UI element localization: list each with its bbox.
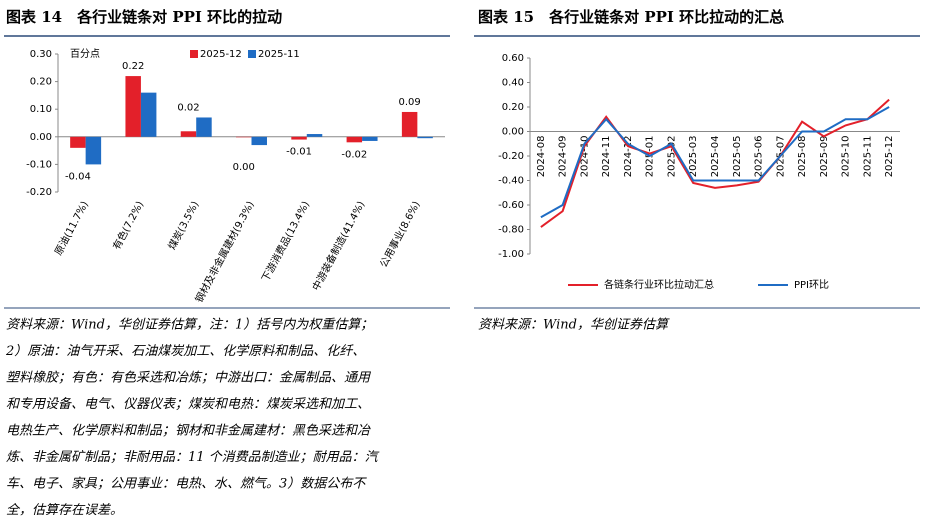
x-tick-label: 2025-08 [797, 136, 808, 178]
y-tick-label: 0.10 [30, 104, 52, 115]
bar [362, 136, 378, 141]
y-tick-label: -0.20 [26, 187, 52, 198]
x-tick-label: 公用事业(8.6%) [377, 199, 423, 270]
note-line: 塑料橡胶；有色：有色采选和冶炼；中游出口：金属制品、通用 [6, 370, 372, 386]
x-tick-label: 2025-06 [754, 136, 765, 178]
legend-label: 2025-11 [258, 49, 300, 60]
bar [140, 92, 157, 137]
bar [291, 136, 307, 140]
note-line: 和专用设备、电气、仪器仪表；煤炭和电热：煤炭采选和加工、 [6, 397, 370, 412]
y-tick-label: 0.20 [30, 77, 52, 88]
data-label: 0.22 [122, 61, 144, 72]
note-line: 2）原油：油气开采、石油煤炭加工、化学原料和制品、化纤、 [5, 343, 365, 359]
x-tick-label: 2025-05 [732, 136, 743, 178]
x-tick-label: 2025-11 [862, 136, 873, 178]
x-tick-label: 煤炭(3.5%) [165, 199, 202, 252]
y-tick-label: 0.00 [30, 132, 52, 143]
y-tick-label: -0.10 [26, 159, 52, 170]
legend-swatch [248, 50, 256, 58]
y-tick-label: 0.40 [502, 78, 524, 89]
note-line: 炼、非金属矿制品；非耐用品：11 个消费品制造业；耐用品：汽 [6, 449, 380, 465]
y-tick-label: 0.30 [30, 49, 52, 60]
x-tick-label: 下游消费品(13.4%) [259, 199, 313, 284]
chart-title: 图表 15 各行业链条对 PPI 环比拉动的汇总 [478, 8, 784, 26]
bar [180, 131, 197, 137]
data-label: -0.02 [341, 149, 367, 160]
y-tick-label: -0.60 [498, 200, 524, 211]
x-tick-label: 钢材及非金属建材(9.3%) [192, 199, 257, 305]
y-unit: 百分点 [70, 48, 100, 60]
y-tick-label: -0.20 [498, 151, 524, 162]
bar [236, 136, 252, 138]
bar [306, 134, 323, 137]
x-tick-label: 2024-10 [579, 136, 590, 178]
note-line: 资料来源：Wind，华创证券估算，注：1）括号内为权重估算； [6, 317, 373, 333]
bar [85, 136, 102, 165]
bar [417, 136, 433, 139]
x-tick-label: 2025-04 [710, 136, 721, 178]
chart-title: 图表 14 各行业链条对 PPI 环比的拉动 [6, 8, 282, 26]
data-label: -0.01 [286, 147, 312, 158]
bar [251, 136, 267, 146]
x-tick-label: 2025-09 [819, 136, 830, 178]
x-tick-label: 中游装备制造(41.4%) [309, 199, 367, 293]
legend-label: 2025-12 [200, 49, 242, 60]
legend-label: PPI环比 [794, 279, 829, 291]
y-tick-label: -1.00 [498, 249, 524, 260]
x-tick-label: 2024-11 [601, 136, 612, 178]
y-tick-label: -0.80 [498, 225, 524, 236]
bar [70, 136, 86, 148]
x-tick-label: 有色(7.2%) [110, 199, 147, 252]
bar [401, 111, 418, 137]
y-tick-label: 0.20 [502, 102, 524, 113]
x-tick-label: 2025-03 [688, 136, 699, 178]
data-label: 0.09 [398, 97, 420, 108]
x-tick-label: 2025-10 [841, 136, 852, 178]
x-tick-label: 2024-09 [558, 136, 569, 178]
data-label: 0.00 [233, 162, 255, 173]
y-tick-label: -0.40 [498, 176, 524, 187]
x-tick-label: 2024-12 [623, 136, 634, 178]
note-line: 全，估算存在误差。 [6, 502, 123, 518]
note-line: 电热生产、化学原料和制品；钢材和非金属建材：黑色采选和冶 [6, 423, 371, 439]
x-tick-label: 2025-12 [884, 136, 895, 178]
data-label: 0.02 [177, 102, 199, 113]
x-tick-label: 原油(11.7%) [51, 199, 90, 258]
bar [125, 76, 141, 137]
x-tick-label: 2024-08 [536, 136, 547, 178]
y-tick-label: 0.00 [502, 127, 524, 138]
line-series [540, 106, 890, 219]
bar [346, 136, 363, 143]
legend-swatch [190, 50, 198, 58]
y-tick-label: 0.60 [502, 53, 524, 64]
data-label: -0.04 [65, 171, 91, 182]
note-line: 车、电子、家具；公用事业：电热、水、燃气。3）数据公布不 [6, 476, 367, 492]
x-tick-label: 2025-02 [666, 136, 677, 178]
source-note: 资料来源：Wind，华创证券估算 [478, 318, 670, 333]
bar [196, 117, 212, 137]
legend-label: 各链条行业环比拉动汇总 [604, 278, 714, 291]
